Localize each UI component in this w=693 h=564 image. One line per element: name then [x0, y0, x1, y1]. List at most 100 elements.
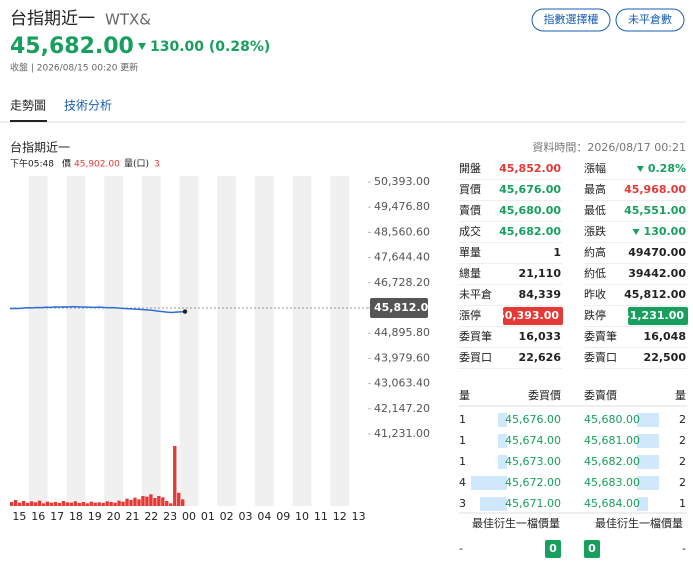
- x-tick-label: 20: [107, 510, 121, 523]
- bid-price: 45,671.00: [505, 497, 561, 510]
- x-tick-label: 22: [144, 510, 158, 523]
- footer-label: 最佳衍生一檔價量: [472, 516, 560, 530]
- tab[interactable]: 走勢圖: [10, 98, 46, 113]
- footer-label: 最佳衍生一檔價量: [595, 516, 683, 530]
- bid-bar: [498, 455, 507, 469]
- change: 130.00 (0.28%): [150, 39, 270, 55]
- volume-bar: [57, 503, 62, 506]
- x-tick-label: 09: [276, 510, 290, 523]
- button-label[interactable]: 指數選擇權: [544, 12, 599, 26]
- zero-box: [545, 540, 561, 558]
- stat-label: 委賣筆: [584, 329, 617, 343]
- stripe: [28, 176, 48, 506]
- stat-label: 漲幅: [584, 162, 606, 175]
- y-tick-label: 43,063.40: [374, 377, 430, 390]
- stripe: [217, 176, 237, 506]
- y-tick-label: 44,895.80: [374, 326, 430, 339]
- symbol: WTX&: [105, 11, 151, 29]
- volume-bar: [117, 500, 121, 506]
- stat-label: 成交: [459, 224, 481, 238]
- stat-label: 漲跌: [584, 224, 606, 238]
- volume-bar: [37, 500, 42, 506]
- stat-label: 總量: [459, 266, 481, 280]
- stat-value: 84,339: [519, 288, 561, 301]
- updated: 收盤 | 2026/08/15 00:20 更新: [10, 62, 138, 74]
- x-tick-label: 21: [125, 510, 139, 523]
- stat-label: 單量: [459, 246, 481, 259]
- stat-value: 41,231.00: [622, 309, 684, 322]
- ask-price: 45,682.00: [584, 455, 640, 468]
- volume-bar: [133, 497, 137, 506]
- stat-value: 45,852.00: [499, 162, 561, 175]
- x-tick-label: 03: [239, 510, 253, 523]
- stat-label: 約高: [584, 245, 606, 259]
- bid-qty: 1: [459, 455, 466, 468]
- volume-bar: [153, 498, 157, 506]
- volume-bar: [89, 501, 93, 506]
- ask-qty: 2: [679, 476, 686, 489]
- volume-bar: [145, 496, 149, 506]
- volume-bar: [161, 497, 165, 506]
- volume-bar: [85, 503, 89, 506]
- bid-price: 45,673.00: [505, 455, 561, 468]
- book-header: 委賣價: [584, 388, 617, 402]
- y-tick-label: 49,476.80: [374, 200, 430, 213]
- book-header: 量: [675, 389, 686, 402]
- down-arrow: [632, 229, 640, 235]
- ask-qty: 2: [679, 434, 686, 447]
- x-tick-label: 15: [12, 510, 26, 523]
- stat-label: 委買口: [459, 351, 492, 364]
- bid-qty: 3: [459, 497, 466, 510]
- volume-bar: [165, 501, 169, 506]
- y-tick-label: 46,728.20: [374, 276, 430, 289]
- volume-bar: [17, 502, 22, 506]
- x-tick-label: 17: [50, 510, 64, 523]
- volume-bar: [77, 503, 81, 506]
- limit-box: [628, 307, 688, 325]
- volume-bar: [65, 502, 70, 506]
- price-label: 價: [62, 159, 71, 170]
- ask-price: 45,684.00: [584, 497, 640, 510]
- stat-label: 漲停: [459, 308, 481, 322]
- stat-label: 跌停: [584, 308, 606, 322]
- y-tick-label: 41,231.00: [374, 427, 430, 440]
- stat-value: 45,680.00: [499, 204, 561, 217]
- x-tick-label: 01: [201, 510, 215, 523]
- ask-bar: [637, 476, 659, 490]
- zero-box: [584, 540, 600, 558]
- volume-label: 量(口): [124, 159, 149, 170]
- volume-bar: [61, 501, 66, 506]
- stat-value: 16,048: [644, 330, 686, 343]
- stat-label: 最高: [584, 182, 606, 196]
- stripe: [104, 176, 124, 506]
- bid-bar: [498, 413, 507, 427]
- bid-qty: 4: [459, 476, 466, 489]
- bid-bar: [480, 497, 507, 511]
- price: 45,682.00: [10, 34, 134, 59]
- volume-bar: [101, 503, 105, 506]
- volume-bar: [13, 500, 18, 506]
- bid-price: 45,676.00: [505, 413, 561, 426]
- time: 下午05:48: [10, 158, 54, 170]
- volume-bar: [125, 498, 129, 506]
- bid-price: 45,672.00: [505, 476, 561, 489]
- stripe: [66, 176, 86, 506]
- tab[interactable]: 技術分析: [64, 99, 112, 113]
- ask-qty: 2: [679, 413, 686, 426]
- button[interactable]: [615, 8, 685, 32]
- footer-ask-qty: -: [682, 542, 686, 555]
- ask-qty: 2: [679, 455, 686, 468]
- volume-bar: [181, 499, 185, 506]
- x-tick-label: 00: [182, 510, 196, 523]
- bid-qty: 1: [459, 413, 466, 426]
- button[interactable]: [531, 8, 611, 32]
- volume-bar: [25, 503, 30, 506]
- footer-bid-price: 0: [549, 542, 557, 555]
- stat-value: 16,033: [519, 330, 561, 343]
- stripe: [292, 176, 312, 506]
- stat-value: 21,110: [519, 267, 562, 280]
- button-label[interactable]: 未平倉數: [628, 12, 672, 26]
- stat-label: 昨收: [584, 287, 606, 301]
- ask-bar: [637, 497, 648, 511]
- volume-bar: [29, 501, 34, 506]
